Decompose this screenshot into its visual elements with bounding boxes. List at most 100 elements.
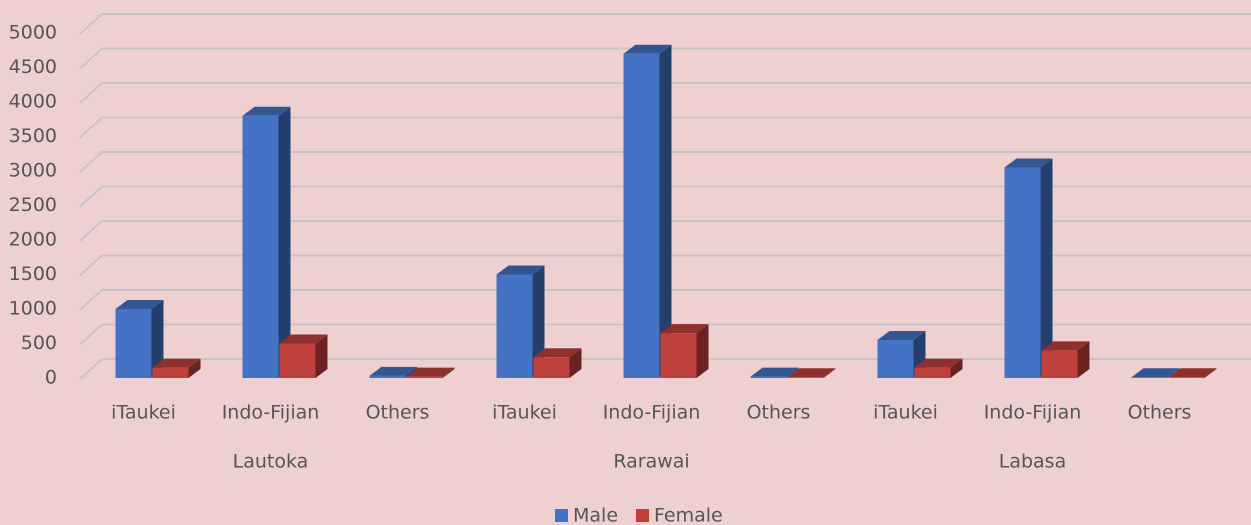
bar-side (659, 44, 672, 378)
legend-label: Male (573, 505, 618, 525)
y-tick-label: 500 (21, 332, 57, 354)
bar (369, 375, 406, 378)
bar-top (406, 367, 455, 377)
bar-top (1131, 368, 1180, 378)
bar-side (188, 358, 201, 378)
bar (533, 357, 570, 378)
grid-line (79, 82, 1251, 104)
bar (1004, 167, 1041, 378)
bar-top (623, 44, 672, 54)
x-tick-label: Others (366, 402, 430, 424)
group-label: Lautoka (233, 451, 309, 473)
x-tick-label: Indo-Fijian (222, 402, 320, 424)
bar-side (1077, 341, 1090, 378)
bar-group (787, 368, 836, 378)
y-tick-label: 1500 (9, 263, 57, 285)
bar-group (1131, 368, 1180, 378)
bar-side (278, 106, 291, 379)
bar-side (1204, 368, 1217, 378)
bar-group (1004, 158, 1053, 378)
bar (242, 115, 279, 379)
bar-group (660, 324, 709, 378)
bar-top (152, 358, 201, 368)
legend-swatch (555, 509, 568, 522)
bar-top (787, 368, 836, 378)
x-tick-label: iTaukei (492, 402, 557, 424)
bar-group (152, 358, 201, 378)
bar (1131, 377, 1168, 378)
bar (660, 333, 697, 378)
bar-side (1040, 158, 1053, 378)
bar (152, 367, 189, 378)
y-tick-label: 0 (45, 367, 57, 389)
bar-top (914, 358, 963, 368)
y-tick-label: 2000 (9, 229, 57, 251)
bar-side (823, 368, 836, 378)
y-tick-label: 2500 (9, 194, 57, 216)
grid-line (79, 116, 1251, 139)
bar-group (1168, 368, 1217, 378)
bar (1041, 350, 1078, 378)
grid-line (79, 13, 1251, 35)
legend-label: Female (654, 505, 723, 525)
bar (115, 309, 152, 378)
grid-line (79, 220, 1251, 242)
bar-top (496, 265, 545, 275)
y-tick-label: 5000 (9, 22, 57, 44)
bar-side (696, 324, 709, 378)
bar-top (533, 348, 582, 358)
bar (1168, 377, 1205, 378)
x-tick-label: iTaukei (111, 402, 176, 424)
bar (496, 274, 533, 378)
x-tick-label: Others (1128, 402, 1192, 424)
bar-group (115, 300, 164, 378)
bar-group (1041, 341, 1090, 378)
bar (279, 343, 316, 378)
bar-top (750, 367, 799, 377)
y-tick-label: 4500 (9, 56, 57, 78)
y-tick-label: 3000 (9, 160, 57, 182)
bar-side (442, 367, 455, 378)
bar (623, 53, 660, 378)
bar-side (786, 367, 799, 378)
x-tick-label: iTaukei (873, 402, 938, 424)
y-tick-label: 4000 (9, 91, 57, 113)
bar-side (950, 358, 963, 378)
bar-group (242, 106, 291, 379)
bar-top (115, 300, 164, 309)
grid-line (79, 358, 1251, 380)
legend-swatch (636, 509, 650, 522)
bar-group (914, 358, 963, 378)
grid-line (79, 185, 1251, 208)
bar-group (533, 348, 582, 378)
bar-top (242, 106, 291, 116)
bar-top (1041, 341, 1090, 351)
bar-top (1004, 158, 1053, 168)
bar (750, 376, 787, 378)
bar-side (569, 348, 582, 378)
grid-line (79, 254, 1251, 277)
y-tick-label: 1000 (9, 298, 57, 320)
x-tick-label: Others (747, 402, 811, 424)
grid-line (79, 289, 1251, 311)
bar (787, 377, 824, 378)
x-tick-label: Indo-Fijian (603, 402, 701, 424)
grid-line (79, 151, 1251, 173)
group-label: Rarawai (613, 451, 689, 473)
bar-top (660, 324, 709, 334)
bar-top (1168, 368, 1217, 378)
bar-group (406, 367, 455, 378)
bar-top (877, 331, 926, 341)
bar-side (1167, 368, 1180, 378)
y-tick-label: 3500 (9, 125, 57, 147)
bar-group (279, 334, 328, 378)
bar-group (623, 44, 672, 378)
bar (914, 367, 951, 378)
bar-side (151, 300, 164, 378)
bar-top (369, 366, 418, 376)
bar (877, 340, 914, 378)
group-label: Labasa (999, 451, 1066, 473)
grid-line (79, 323, 1251, 346)
bar (406, 376, 443, 378)
